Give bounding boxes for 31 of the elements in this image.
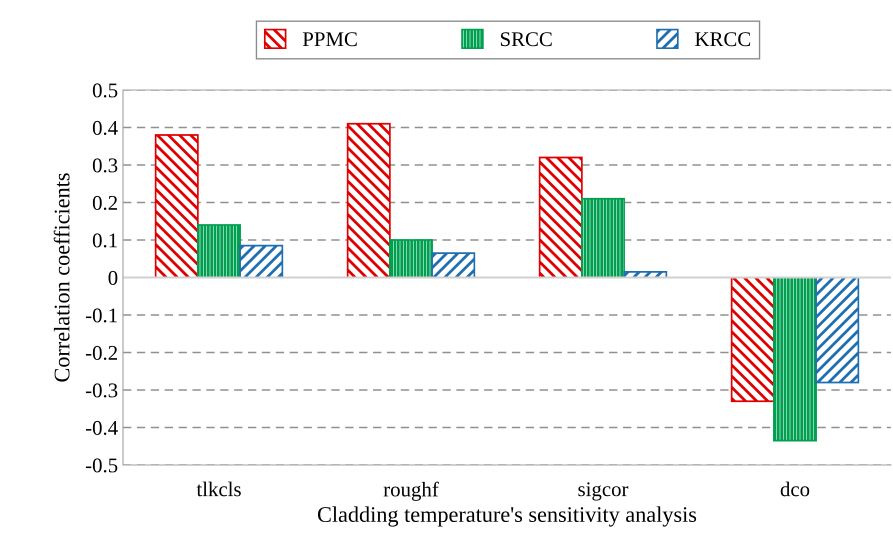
x-tick-label: dco: [780, 482, 810, 496]
x-tick-label: tlkcls: [196, 482, 241, 496]
y-tick-label: 0: [108, 270, 118, 285]
y-tick-label: 0.4: [92, 120, 118, 136]
x-tick-label: sigcor: [578, 482, 628, 501]
y-tick-label: -0.2: [86, 346, 117, 360]
bar: [730, 276, 775, 402]
legend-label: SRCC: [500, 32, 552, 46]
bar: [773, 276, 817, 442]
bar: [154, 134, 199, 278]
y-tick-label: -0.4: [86, 420, 118, 436]
legend-label: KRCC: [695, 32, 750, 46]
legend-label: PPMC: [302, 32, 357, 46]
y-tick-label: -0.5: [86, 458, 118, 473]
bar: [389, 239, 433, 278]
bar: [346, 122, 391, 278]
y-tick-label: 0.5: [92, 83, 118, 98]
y-tick-label: 0.2: [92, 196, 117, 210]
y-tick-label: -0.1: [86, 308, 117, 323]
y-tick-label: -0.3: [86, 383, 118, 398]
bar: [197, 224, 241, 278]
y-tick-label: 0.1: [92, 233, 117, 248]
bar: [538, 156, 583, 278]
x-tick-label: roughf: [384, 482, 439, 501]
bar: [431, 252, 476, 278]
bar: [239, 244, 284, 278]
x-axis-title: Cladding temperature's sensitivity analysis: [318, 506, 696, 527]
bar: [581, 198, 625, 278]
y-tick-label: 0.3: [92, 158, 118, 173]
bar: [815, 276, 860, 384]
y-axis-title: Correlation coefficients: [54, 173, 70, 382]
